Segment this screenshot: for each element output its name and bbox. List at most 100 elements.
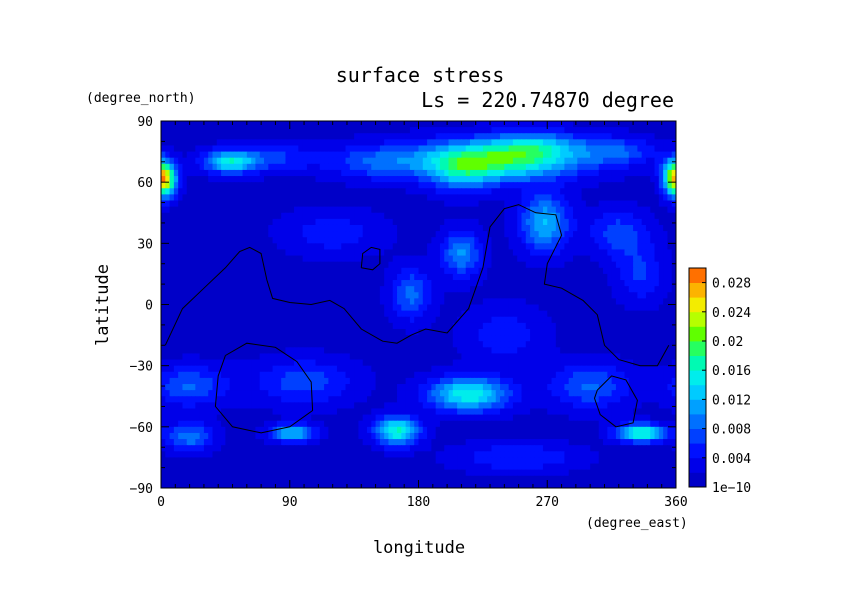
heatmap-cell [161, 341, 166, 348]
heatmap-cell [418, 163, 424, 171]
heatmap-cell [336, 347, 342, 355]
heatmap-cell [242, 304, 248, 312]
heatmap-cell [452, 267, 458, 275]
heatmap-cell [538, 286, 544, 293]
heatmap-cell [285, 328, 291, 336]
heatmap-cell [285, 249, 291, 257]
heatmap-cell [564, 261, 570, 269]
heatmap-cell [427, 145, 432, 153]
heatmap-cell [508, 218, 514, 226]
heatmap-cell [328, 133, 334, 140]
heatmap-cell [654, 249, 660, 257]
heatmap-cell [289, 127, 295, 134]
heatmap-cell [654, 292, 660, 299]
heatmap-cell [259, 188, 265, 195]
heatmap-cell [238, 365, 244, 373]
heatmap-cell [161, 249, 166, 257]
heatmap-cell [388, 249, 394, 257]
heatmap-cell [581, 169, 587, 177]
heatmap-cell [186, 200, 192, 208]
heatmap-cell [414, 292, 420, 299]
heatmap-cell [667, 176, 673, 183]
heatmap-cell [165, 316, 171, 324]
heatmap-cell [512, 335, 518, 342]
heatmap-cell [645, 133, 651, 140]
heatmap-cell [620, 335, 626, 342]
heatmap-cell [427, 182, 432, 189]
heatmap-cell [178, 224, 184, 232]
heatmap-cell [302, 157, 308, 165]
heatmap-cell [229, 316, 235, 324]
heatmap-cell [289, 353, 295, 361]
heatmap-cell [341, 286, 347, 293]
heatmap-cell [500, 145, 505, 153]
heatmap-cell [268, 316, 274, 324]
heatmap-cell [367, 359, 372, 367]
heatmap-cell [555, 163, 561, 171]
heatmap-cell [276, 365, 282, 373]
heatmap-cell [384, 328, 390, 336]
heatmap-cell [598, 218, 604, 226]
heatmap-cell [379, 273, 385, 281]
heatmap-cell [409, 151, 415, 159]
heatmap-cell [457, 267, 463, 275]
heatmap-cell [607, 121, 613, 128]
heatmap-cell [603, 133, 608, 140]
heatmap-cell [169, 255, 175, 263]
heatmap-cell [161, 151, 166, 159]
heatmap-cell [603, 255, 608, 263]
heatmap-cell [203, 145, 209, 153]
heatmap-cell [517, 280, 523, 287]
heatmap-cell [431, 316, 437, 324]
heatmap-cell [457, 231, 463, 238]
heatmap-cell [216, 261, 222, 269]
heatmap-cell [560, 169, 566, 177]
heatmap-cell [349, 151, 355, 159]
heatmap-cell [547, 237, 553, 244]
heatmap-cell [298, 188, 304, 195]
heatmap-cell [255, 169, 261, 177]
heatmap-cell [186, 176, 192, 183]
heatmap-cell [311, 127, 317, 134]
heatmap-cell [573, 224, 578, 232]
heatmap-cell [332, 194, 338, 202]
heatmap-cell [332, 261, 338, 269]
heatmap-cell [203, 365, 209, 373]
heatmap-cell [161, 353, 166, 361]
heatmap-cell [594, 304, 600, 312]
heatmap-cell [491, 304, 497, 312]
heatmap-cell [324, 212, 329, 220]
heatmap-cell [620, 292, 626, 299]
heatmap-cell [255, 335, 261, 342]
heatmap-cell [564, 157, 570, 165]
heatmap-cell [448, 151, 454, 159]
heatmap-cell [542, 335, 548, 342]
heatmap-cell [165, 310, 171, 318]
heatmap-cell [169, 310, 175, 318]
heatmap-cell [495, 298, 501, 306]
heatmap-cell [349, 163, 355, 171]
heatmap-cell [633, 133, 638, 140]
heatmap-cell [439, 224, 445, 232]
heatmap-cell [534, 237, 540, 244]
heatmap-cell [414, 237, 420, 244]
heatmap-cell [611, 261, 617, 269]
heatmap-cell [311, 292, 317, 299]
heatmap-cell [573, 267, 578, 275]
heatmap-cell [298, 212, 304, 220]
heatmap-cell [173, 237, 179, 244]
heatmap-cell [294, 139, 299, 147]
heatmap-cell [208, 371, 214, 379]
heatmap-cell [470, 200, 475, 208]
heatmap-cell [525, 188, 531, 195]
heatmap-cell [182, 163, 188, 171]
heatmap-cell [208, 286, 214, 293]
heatmap-cell [547, 133, 553, 140]
heatmap-cell [422, 298, 428, 306]
heatmap-cell [594, 194, 600, 202]
heatmap-cell [414, 121, 420, 128]
heatmap-cell [538, 176, 544, 183]
heatmap-cell [397, 280, 402, 287]
heatmap-cell [658, 335, 664, 342]
heatmap-cell [495, 145, 501, 153]
